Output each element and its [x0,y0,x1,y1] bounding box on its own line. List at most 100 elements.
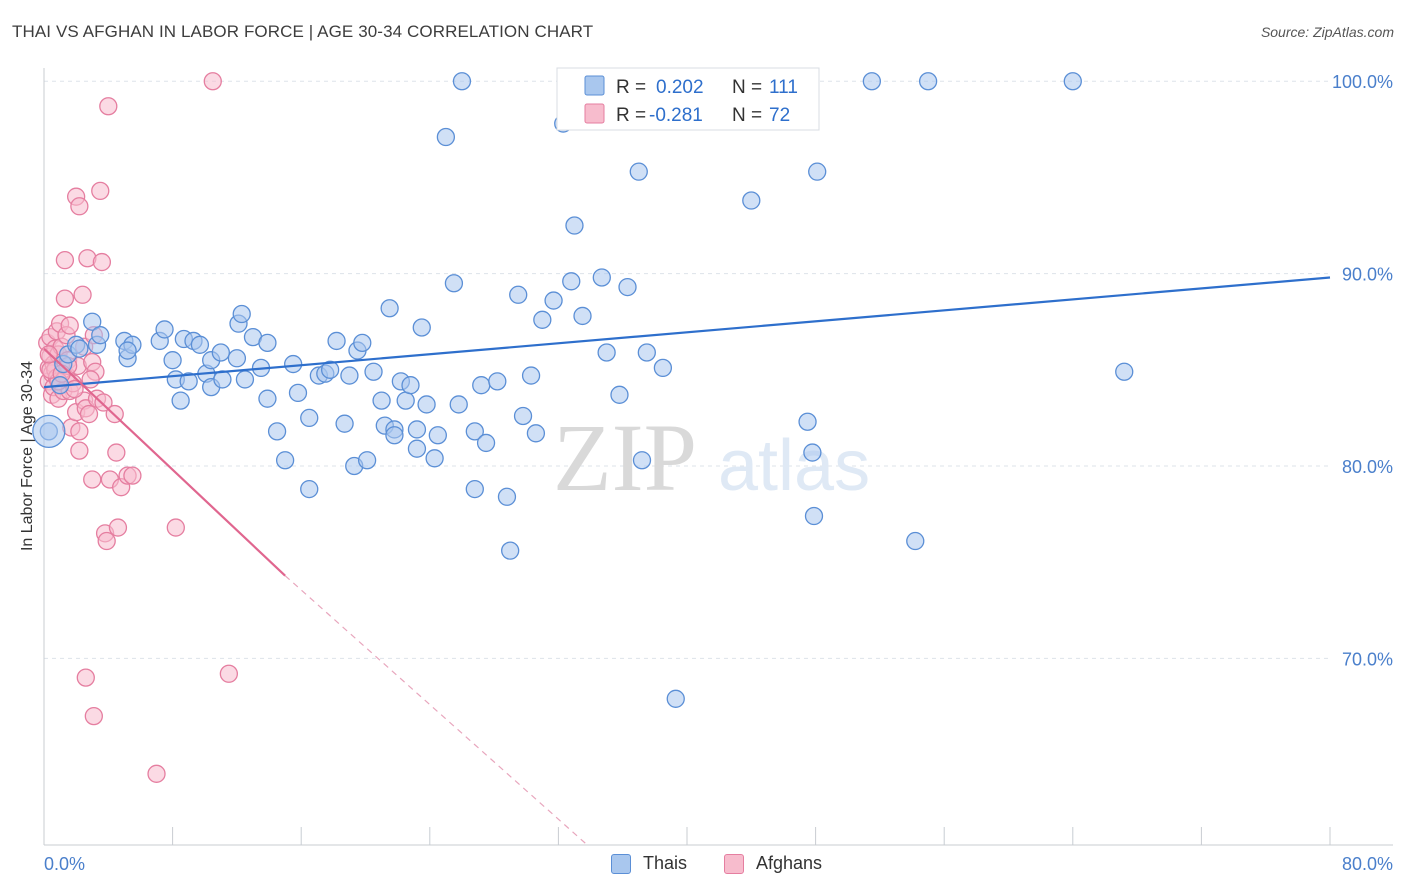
legend-thai-r-value: 0.202 [656,77,704,98]
afghan-point [79,404,99,424]
afghan-point [73,285,92,304]
watermark-zip: ZIP [553,404,697,511]
legend-afghan-r-label: R = [616,105,646,126]
thai-point [353,333,372,353]
thai-point-large [32,414,66,449]
thai-point [340,366,359,385]
thai-point [428,426,447,445]
thai-point [798,412,817,431]
legend-thai-r-label: R = [616,77,646,98]
afghan-point [99,97,118,116]
thais-swatch [611,853,631,874]
legend-thai-n-label: N = [732,77,762,98]
thai-point [465,422,484,441]
thai-point [335,414,354,433]
afghans-swatch [724,853,744,874]
afghan-point [55,289,75,308]
thai-point [267,422,287,441]
thai-point [544,291,563,310]
thai-point [742,191,761,210]
tick-labels: 70.0% 80.0% 90.0% 100.0% 0.0% 80.0% [44,72,1393,874]
thai-point [862,72,882,91]
thai-point [300,408,319,428]
thai-point [258,389,277,408]
thai-point [488,372,507,391]
thai-point [637,343,656,362]
thai-point [425,449,444,468]
thai-point [118,341,137,360]
legend-afghan-n-label: N = [732,105,762,126]
thai-point [597,343,616,362]
thai-point [284,354,303,374]
legend-label-thais: Thais [643,853,688,873]
legend-afghan-swatch [584,103,605,124]
afghan-point [108,518,128,537]
afghan-point [94,393,113,412]
afghan-point [60,316,79,335]
legend-item-thais[interactable]: Thais [611,853,687,874]
afghans-trend-extension [284,575,588,846]
legend-thai-swatch [584,75,605,96]
afghan-point [81,370,100,389]
thai-point [401,376,420,395]
thai-point [320,360,340,379]
legend-afghan-r-value: -0.281 [649,105,703,126]
thai-point [407,420,427,439]
thai-point [155,320,174,339]
legend-thai-n-value: 111 [769,77,798,98]
thai-point [562,272,581,291]
thai-point [235,370,255,389]
thai-point [163,351,182,370]
thai-point [232,304,251,324]
afghan-point [92,252,112,272]
afghan-point [83,470,102,489]
afghans-series [38,72,239,783]
thais-series [32,72,1134,708]
thai-point [808,162,827,181]
legend-item-afghans[interactable]: Afghans [724,853,822,874]
thai-point [629,162,648,181]
y-tick-label: 90.0% [1342,265,1393,285]
thai-point [380,299,399,318]
thai-point [666,689,685,708]
thai-point [472,376,491,395]
thai-point [396,391,415,410]
watermark-atlas: atlas [718,426,870,506]
thai-point [171,391,190,410]
axes [43,68,1393,846]
afghans-trend-line [43,347,286,577]
afghan-point [76,668,95,687]
thai-point [1063,72,1082,91]
y-tick-label: 80.0% [1342,457,1393,477]
thai-point [70,339,89,358]
thai-point [592,268,611,287]
thai-point [258,333,277,353]
thai-point [513,406,533,426]
thai-point [501,541,520,560]
thai-point [476,433,496,453]
thai-point [385,426,404,445]
thai-point [211,343,230,362]
source-credit: Source: ZipAtlas.com [1260,24,1394,40]
afghan-point [91,181,110,201]
afghan-point [219,664,239,683]
thai-point [618,277,637,297]
thai-point [357,451,377,470]
legend-label-afghans: Afghans [756,853,823,873]
thai-point [804,506,824,526]
afghan-point [55,251,75,270]
thais-trend-line [43,276,1331,389]
thai-point [509,285,528,304]
afghan-point [107,443,126,462]
thai-point [179,372,198,391]
afghan-point [70,197,89,216]
chart-title: THAI VS AFGHAN IN LABOR FORCE | AGE 30-3… [12,22,594,41]
thai-point [327,331,346,351]
thai-point [227,349,247,368]
thai-point [918,72,938,91]
thai-point [444,274,464,293]
afghan-point [123,466,142,485]
thai-point [1115,362,1134,381]
thai-point [300,479,319,499]
afghan-point [203,72,222,91]
